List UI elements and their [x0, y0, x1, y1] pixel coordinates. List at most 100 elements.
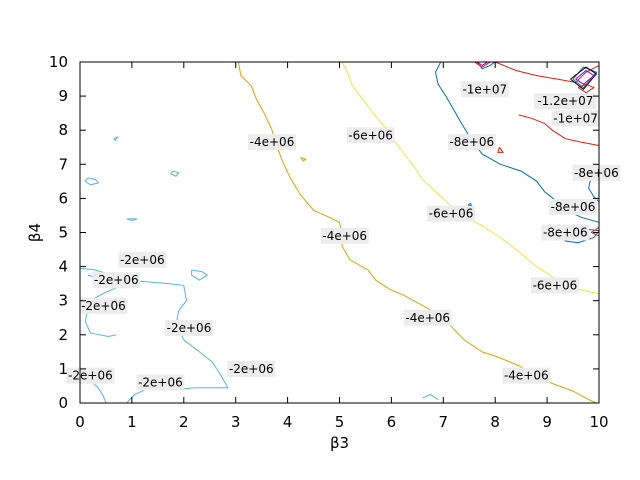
y-tick-label: 6 — [58, 189, 68, 207]
contour-label: -2e+06 — [92, 272, 141, 289]
contour-label: -1e+07 — [551, 110, 600, 127]
contour-label-text: -4e+06 — [250, 135, 295, 149]
contour-label-text: -1.2e+07 — [537, 94, 593, 108]
contour-label: -8e+06 — [572, 164, 621, 181]
contour-line — [497, 147, 504, 153]
contour-label: -2e+06 — [165, 320, 213, 336]
contour-label-text: -1e+07 — [553, 111, 598, 125]
contour-label-background — [403, 309, 452, 326]
y-tick-label: 1 — [58, 360, 68, 378]
contour-label-text: -8e+06 — [543, 226, 588, 240]
y-tick-label: 2 — [58, 326, 68, 344]
contour-label-text: -8e+06 — [449, 135, 494, 149]
contour-label-text: -2e+06 — [94, 273, 139, 287]
contour-line — [191, 269, 209, 281]
contour-line — [300, 157, 307, 162]
contour-line — [570, 66, 598, 90]
contour-label: -4e+06 — [403, 309, 452, 326]
contour-label: -8e+06 — [549, 198, 597, 215]
contour-label: -8e+06 — [447, 134, 496, 151]
contour-line — [476, 61, 488, 66]
contour-label-background — [92, 272, 141, 289]
contour-line — [467, 202, 473, 207]
contour-label: -6e+06 — [531, 277, 579, 294]
contour-label-background — [551, 110, 600, 127]
contour-label-background — [136, 374, 185, 391]
contour-label: -6e+06 — [346, 127, 395, 144]
contour-label: -2e+06 — [79, 297, 128, 314]
contour-label-background — [248, 134, 296, 151]
y-tick-label: 0 — [58, 394, 68, 412]
contour-label-background — [549, 198, 597, 215]
contour-line — [237, 61, 597, 404]
contour-label-background — [502, 367, 551, 384]
x-tick-label: 9 — [542, 413, 552, 431]
contour-label-background — [165, 320, 213, 336]
x-tick-label: 8 — [490, 413, 500, 431]
contour-label: -1.2e+07 — [534, 93, 597, 110]
x-tick-label: 3 — [231, 413, 241, 431]
contour-label-background — [79, 297, 128, 314]
contour-line — [572, 66, 598, 89]
y-tick-label: 5 — [58, 224, 68, 242]
contour-label-text: -6e+06 — [348, 128, 393, 142]
contour-label-background — [460, 81, 509, 98]
x-tick-label: 5 — [335, 413, 345, 431]
contour-label-text: -4e+06 — [405, 311, 450, 325]
contour-label-text: -2e+06 — [68, 369, 113, 383]
x-tick-label: 10 — [589, 413, 608, 431]
contour-label-background — [534, 93, 597, 110]
x-tick-label: 0 — [75, 413, 85, 431]
contour-label-background — [320, 227, 369, 244]
contour-label-background — [531, 277, 579, 294]
contour-label-background — [227, 360, 276, 377]
x-tick-label: 1 — [127, 413, 137, 431]
contour-label: -1e+07 — [460, 81, 509, 98]
contour-line — [169, 170, 180, 177]
y-axis-title: β4 — [26, 223, 44, 242]
x-tick-label: 2 — [179, 413, 189, 431]
contour-line — [126, 218, 138, 222]
contour-label-background — [66, 367, 115, 384]
contour-label-text: -2e+06 — [229, 362, 274, 376]
contour-label-text: -2e+06 — [167, 321, 212, 335]
y-tick-label: 4 — [58, 258, 68, 276]
contour-line — [341, 61, 600, 295]
contour-line — [422, 393, 439, 401]
x-tick-label: 4 — [283, 413, 293, 431]
contour-label-background — [427, 205, 475, 222]
contour-label: -2e+06 — [66, 367, 115, 384]
x-tick-label: 7 — [439, 413, 449, 431]
contour-label-text: -2e+06 — [120, 253, 165, 267]
contour-label-text: -1e+07 — [462, 82, 507, 96]
contour-label-text: -4e+06 — [322, 229, 367, 243]
contour-label: -2e+06 — [118, 251, 167, 268]
contour-label-text: -2e+06 — [138, 376, 183, 390]
contour-label: -4e+06 — [320, 227, 369, 244]
contour-label: -2e+06 — [227, 360, 276, 377]
contour-line — [495, 61, 600, 84]
contour-label-background — [572, 164, 621, 181]
contour-label: -6e+06 — [427, 205, 475, 222]
contour-labels: -2e+06 -2e+06 -2e+06 -2e+06 -2e+06 -2e+06 -2e+… — [66, 81, 621, 391]
contour-label-text: -8e+06 — [574, 166, 619, 180]
contour-label-background — [447, 134, 496, 151]
contour-line — [113, 135, 119, 142]
contour-line — [474, 61, 491, 68]
y-tick-label: 3 — [58, 292, 68, 310]
axis-ticks: 0 1 2 3 4 5 6 7 8 9 10 0 1 2 3 4 5 6 7 8 9 10 — [49, 53, 609, 431]
contour-label-background — [118, 251, 167, 268]
y-tick-label: 7 — [58, 155, 68, 173]
contour-line — [518, 114, 600, 146]
contour-label: -2e+06 — [136, 374, 185, 391]
contour-label-text: -2e+06 — [81, 299, 126, 313]
y-tick-label: 8 — [58, 121, 68, 139]
contour-label-background — [346, 127, 395, 144]
contour-line — [577, 83, 595, 94]
contour-label-text: -4e+06 — [504, 369, 549, 383]
x-axis-title: β3 — [330, 434, 349, 452]
contour-label: -4e+06 — [502, 367, 551, 384]
y-tick-label: 10 — [49, 53, 68, 71]
